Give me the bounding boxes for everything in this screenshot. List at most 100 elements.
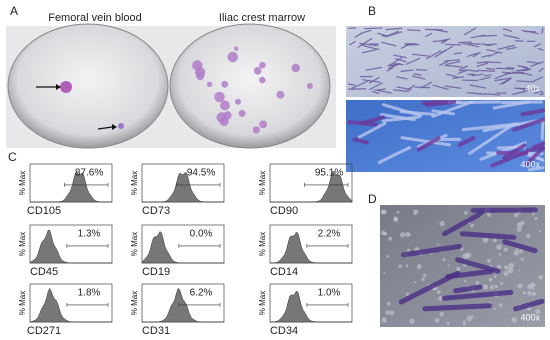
cells bbox=[347, 100, 545, 172]
cell bbox=[492, 100, 530, 110]
debris bbox=[504, 265, 509, 270]
debris bbox=[464, 210, 468, 215]
percent: 1.0% bbox=[318, 288, 341, 299]
y-axis-label: % Max bbox=[130, 171, 139, 195]
debris bbox=[518, 269, 521, 272]
cell bbox=[499, 78, 510, 85]
debris bbox=[383, 272, 386, 275]
cell bbox=[445, 268, 494, 280]
debris bbox=[475, 280, 480, 285]
cell bbox=[432, 40, 447, 43]
percent: 94.5% bbox=[187, 168, 215, 179]
cell bbox=[468, 69, 479, 72]
debris bbox=[470, 223, 474, 228]
debris bbox=[496, 264, 502, 270]
marker-label: CD105 bbox=[27, 205, 61, 217]
cell bbox=[377, 88, 386, 91]
histogram bbox=[141, 230, 224, 264]
cell bbox=[455, 257, 501, 274]
histogram bbox=[269, 231, 352, 264]
panel-label: B bbox=[368, 4, 376, 18]
cell bbox=[505, 66, 515, 69]
histogram-grid: 87.6%CD105% Max 94.5%CD73% Max 95.1%CD90% … bbox=[18, 163, 353, 337]
cell bbox=[541, 30, 544, 34]
cell bbox=[386, 67, 394, 72]
cell bbox=[540, 119, 545, 141]
cell bbox=[540, 91, 544, 94]
cell bbox=[452, 76, 465, 79]
debris bbox=[438, 296, 443, 301]
debris bbox=[405, 264, 409, 268]
cell bbox=[495, 67, 514, 70]
cell bbox=[502, 239, 538, 254]
cell bbox=[497, 44, 515, 50]
marker-label: CD45 bbox=[30, 266, 58, 278]
cell bbox=[461, 122, 520, 132]
debris bbox=[409, 318, 415, 325]
cell bbox=[368, 82, 383, 91]
cell bbox=[505, 71, 525, 75]
debris bbox=[516, 222, 523, 228]
cell bbox=[539, 93, 544, 96]
cell bbox=[415, 68, 428, 71]
cell bbox=[411, 53, 430, 57]
histogram bbox=[142, 172, 224, 203]
debris bbox=[414, 281, 417, 284]
debris bbox=[535, 308, 541, 315]
marker-label: CD271 bbox=[27, 325, 61, 337]
cell bbox=[512, 117, 545, 132]
cell bbox=[396, 86, 412, 91]
debris bbox=[439, 220, 445, 227]
cell bbox=[481, 54, 491, 58]
cell bbox=[361, 115, 386, 125]
cells bbox=[380, 207, 545, 326]
debris bbox=[447, 264, 450, 267]
cell bbox=[531, 141, 545, 150]
debris bbox=[422, 273, 427, 278]
histogram bbox=[29, 287, 112, 323]
debris bbox=[386, 301, 391, 306]
cell bbox=[522, 87, 540, 92]
cell bbox=[414, 86, 431, 89]
cell bbox=[438, 60, 450, 67]
cell bbox=[521, 66, 532, 71]
cell bbox=[513, 298, 545, 312]
percent: 87.6% bbox=[75, 168, 103, 179]
debris bbox=[493, 307, 497, 311]
debris bbox=[527, 291, 532, 296]
debris bbox=[437, 243, 440, 246]
colony bbox=[60, 81, 72, 93]
colony bbox=[195, 67, 206, 78]
panel-label: D bbox=[368, 192, 377, 206]
debris bbox=[446, 321, 450, 325]
debris bbox=[421, 277, 425, 282]
cell bbox=[466, 92, 486, 95]
cell bbox=[394, 57, 407, 63]
cell bbox=[424, 32, 433, 38]
arrowhead bbox=[56, 84, 61, 90]
cell bbox=[351, 80, 369, 89]
arrowhead bbox=[112, 124, 117, 130]
debris bbox=[439, 311, 445, 317]
y-axis-label: % Max bbox=[130, 232, 139, 256]
debris bbox=[396, 210, 400, 214]
histogram bbox=[142, 288, 224, 323]
cell bbox=[393, 54, 407, 59]
cell bbox=[405, 57, 421, 65]
colony bbox=[214, 91, 225, 103]
marker-label: CD31 bbox=[142, 325, 170, 337]
marker-label: CD14 bbox=[270, 266, 298, 278]
marker-label: CD90 bbox=[270, 205, 298, 217]
debris bbox=[489, 285, 495, 290]
cell bbox=[483, 74, 492, 77]
cell bbox=[476, 62, 489, 67]
cell bbox=[524, 72, 533, 76]
cell bbox=[360, 29, 372, 34]
cell bbox=[381, 41, 397, 47]
cell bbox=[424, 100, 457, 108]
debris bbox=[462, 320, 466, 323]
debris bbox=[399, 232, 406, 238]
debris bbox=[416, 264, 422, 270]
cell bbox=[453, 284, 483, 294]
cell bbox=[426, 50, 442, 60]
